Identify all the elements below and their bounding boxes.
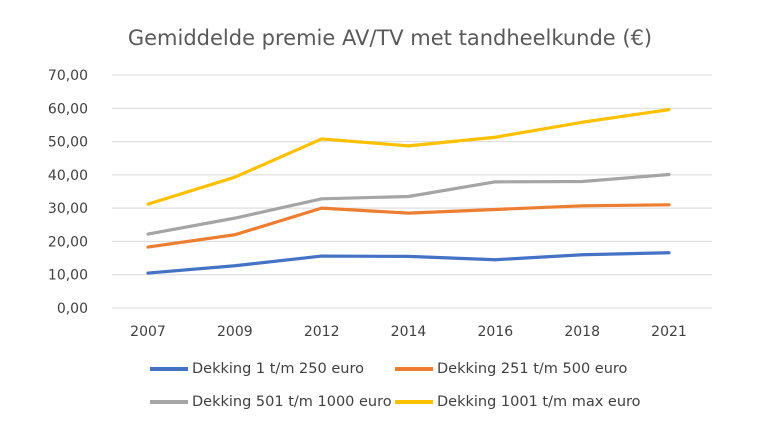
legend-item-3: Dekking 501 t/m 1000 euro xyxy=(150,391,392,413)
y-tick-label: 70,00 xyxy=(48,68,88,84)
series-line-1 xyxy=(146,251,671,275)
x-tick-label: 2009 xyxy=(217,324,253,340)
x-axis-ticks: 2007 2009 2012 2014 2016 2018 2021 xyxy=(130,324,687,340)
y-tick-label: 0,00 xyxy=(57,301,88,317)
y-tick-label: 40,00 xyxy=(48,168,88,184)
legend-label-3: Dekking 501 t/m 1000 euro xyxy=(192,394,392,410)
legend-item-4: Dekking 1001 t/m max euro xyxy=(395,391,641,413)
legend-item-1: Dekking 1 t/m 250 euro xyxy=(150,358,364,380)
legend-label-1: Dekking 1 t/m 250 euro xyxy=(192,361,364,377)
y-tick-label: 30,00 xyxy=(48,201,88,217)
y-axis-ticks: 0,00 10,00 20,00 30,00 40,00 50,00 60,00 70,00 xyxy=(48,68,88,317)
series-line-4 xyxy=(146,108,671,206)
legend-label-4: Dekking 1001 t/m max euro xyxy=(437,394,641,410)
legend-swatch-2 xyxy=(395,367,433,371)
y-tick-label: 60,00 xyxy=(48,101,88,117)
chart-title: Gemiddelde premie AV/TV met tandheelkund… xyxy=(127,26,653,50)
y-tick-label: 10,00 xyxy=(48,268,88,284)
line-chart: 0,0010,0020,0030,0040,0050,0060,0070,00 … xyxy=(48,68,712,340)
x-tick-label: 2016 xyxy=(478,324,514,340)
x-tick-label: 2007 xyxy=(130,324,166,340)
y-tick-label: 50,00 xyxy=(48,135,88,151)
gridlines xyxy=(112,74,712,309)
legend-label-2: Dekking 251 t/m 500 euro xyxy=(437,361,628,377)
legend-swatch-4 xyxy=(395,400,433,404)
x-tick-label: 2018 xyxy=(564,324,600,340)
y-tick-label: 20,00 xyxy=(48,234,88,250)
legend-item-2: Dekking 251 t/m 500 euro xyxy=(395,358,627,380)
legend-swatch-3 xyxy=(150,400,188,404)
series-lines xyxy=(146,108,671,275)
x-tick-label: 2021 xyxy=(651,324,687,340)
series-line-2 xyxy=(146,203,671,249)
legend-swatch-1 xyxy=(150,367,188,371)
x-tick-label: 2012 xyxy=(304,324,340,340)
x-tick-label: 2014 xyxy=(391,324,427,340)
